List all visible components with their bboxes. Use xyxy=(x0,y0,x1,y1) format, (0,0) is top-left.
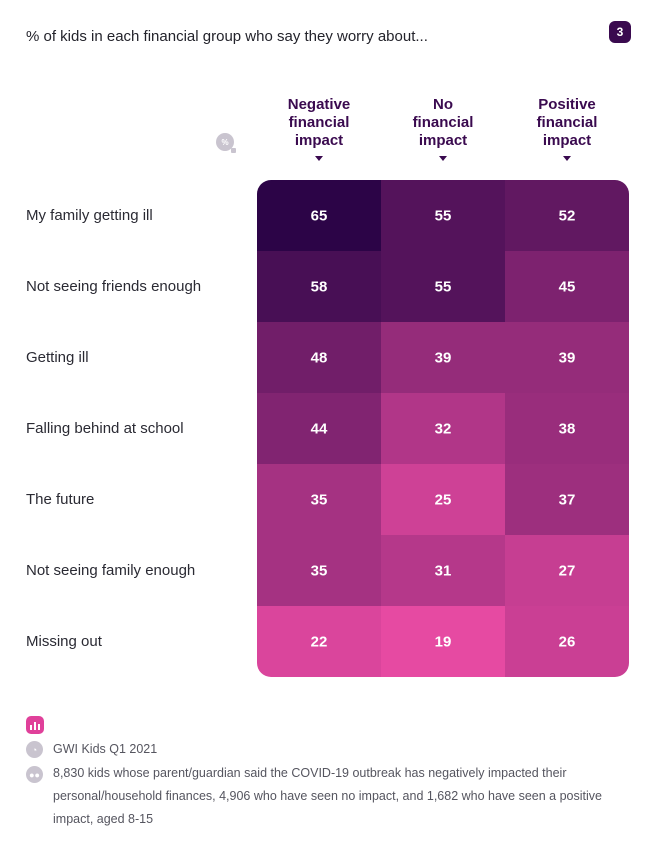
sort-arrow-icon xyxy=(315,156,323,161)
cell-value-label: 32 xyxy=(435,421,452,438)
row-label: Not seeing friends enough xyxy=(26,278,202,295)
heatmap-cell xyxy=(257,393,382,465)
cell-value-label: 55 xyxy=(435,208,452,225)
cell-value-label: 48 xyxy=(311,350,328,367)
heatmap-cell xyxy=(505,535,629,607)
heatmap-cell xyxy=(381,322,506,394)
row-label: Falling behind at school xyxy=(26,420,184,437)
heatmap-cell xyxy=(257,322,382,394)
cell-value-label: 65 xyxy=(311,208,328,225)
cell-value-label: 27 xyxy=(559,563,576,580)
row-label: Not seeing family enough xyxy=(26,562,196,579)
heatmap-cell xyxy=(505,251,629,323)
column-header-none: No financial impact xyxy=(381,96,505,161)
sample-note: 8,830 kids whose parent/guardian said th… xyxy=(53,766,602,826)
heatmap-cell xyxy=(381,180,506,252)
row-label: The future xyxy=(26,491,95,508)
column-header-line: Negative xyxy=(287,96,351,113)
cell-value-label: 55 xyxy=(435,279,452,296)
heatmap-cell xyxy=(257,535,382,607)
people-icon: ●● xyxy=(26,766,43,783)
heatmap-cell xyxy=(381,464,506,536)
bar-chart-icon xyxy=(26,716,44,734)
heatmap-cell xyxy=(381,535,506,607)
cell-value-label: 19 xyxy=(435,634,452,651)
cell-value-label: 22 xyxy=(311,634,328,651)
heatmap-cell xyxy=(505,322,629,394)
heatmap-cell xyxy=(257,606,382,677)
column-header-line: No xyxy=(433,96,453,113)
chart-title: % of kids in each financial group who sa… xyxy=(26,28,428,45)
cell-value-label: 37 xyxy=(559,492,576,509)
heatmap-cell xyxy=(505,606,629,677)
cell-value-label: 25 xyxy=(435,492,452,509)
column-header-line: financial xyxy=(412,114,474,131)
cell-value-label: 45 xyxy=(559,279,576,296)
column-header-line: impact xyxy=(418,132,468,149)
row-label: Missing out xyxy=(26,633,102,650)
heatmap-cell xyxy=(505,180,629,252)
sort-arrow-icon xyxy=(563,156,571,161)
cell-value-label: 26 xyxy=(559,634,576,651)
cell-value-label: 39 xyxy=(559,350,576,367)
column-header-negative: Negative financial impact xyxy=(257,96,381,161)
cell-value-label: 58 xyxy=(311,279,328,296)
heatmap-cell xyxy=(381,251,506,323)
percent-icon: % xyxy=(216,133,236,153)
column-header-positive: Positive financial impact xyxy=(505,96,629,161)
pie-chart-icon: ◔ xyxy=(26,741,43,758)
column-header-line: Positive xyxy=(538,96,596,113)
heatmap-cell xyxy=(505,464,629,536)
source-line: ◔ GWI Kids Q1 2021 xyxy=(26,741,157,758)
heatmap-cell xyxy=(257,251,382,323)
heatmap-cell xyxy=(257,464,382,536)
source-text: GWI Kids Q1 2021 xyxy=(53,741,158,756)
chart-number-badge: 3 xyxy=(609,21,631,43)
row-label: My family getting ill xyxy=(26,207,153,224)
cell-value-label: 35 xyxy=(311,563,328,580)
cell-value-label: 44 xyxy=(311,421,328,438)
sort-arrow-icon xyxy=(439,156,447,161)
column-header-line: impact xyxy=(294,132,344,149)
heatmap-cell xyxy=(381,393,506,465)
cell-value-label: 38 xyxy=(559,421,576,438)
row-label: Getting ill xyxy=(26,349,89,366)
column-header-line: financial xyxy=(288,114,350,131)
cell-value-label: 39 xyxy=(435,350,452,367)
cell-value-label: 35 xyxy=(311,492,328,509)
cell-value-label: 52 xyxy=(559,208,576,225)
column-header-line: financial xyxy=(536,114,598,131)
heatmap-cell xyxy=(257,180,382,252)
cell-value-label: 31 xyxy=(435,563,452,580)
column-header-line: impact xyxy=(542,132,592,149)
heatmap-cell xyxy=(505,393,629,465)
heatmap-cell xyxy=(381,606,506,677)
